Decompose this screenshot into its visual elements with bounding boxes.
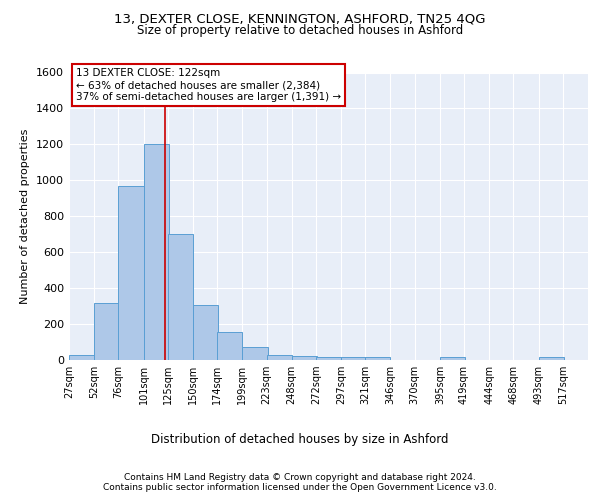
Bar	[292, 356, 317, 360]
Bar	[440, 358, 465, 360]
Text: 13 DEXTER CLOSE: 122sqm
← 63% of detached houses are smaller (2,384)
37% of semi: 13 DEXTER CLOSE: 122sqm ← 63% of detache…	[76, 68, 341, 102]
Text: Size of property relative to detached houses in Ashford: Size of property relative to detached ho…	[137, 24, 463, 37]
Bar	[118, 186, 143, 360]
Text: Contains public sector information licensed under the Open Government Licence v3: Contains public sector information licen…	[103, 484, 497, 492]
Bar	[94, 302, 119, 360]
Bar	[266, 354, 292, 360]
Bar	[316, 358, 341, 360]
Bar	[69, 354, 94, 360]
Bar	[217, 332, 242, 360]
Text: 13, DEXTER CLOSE, KENNINGTON, ASHFORD, TN25 4QG: 13, DEXTER CLOSE, KENNINGTON, ASHFORD, T…	[114, 12, 486, 26]
Bar	[365, 358, 391, 360]
Bar	[193, 305, 218, 360]
Y-axis label: Number of detached properties: Number of detached properties	[20, 128, 31, 304]
Text: Distribution of detached houses by size in Ashford: Distribution of detached houses by size …	[151, 432, 449, 446]
Bar	[168, 234, 193, 360]
Bar	[539, 358, 564, 360]
Bar	[143, 144, 169, 360]
Text: Contains HM Land Registry data © Crown copyright and database right 2024.: Contains HM Land Registry data © Crown c…	[124, 472, 476, 482]
Bar	[242, 348, 268, 360]
Bar	[341, 358, 366, 360]
